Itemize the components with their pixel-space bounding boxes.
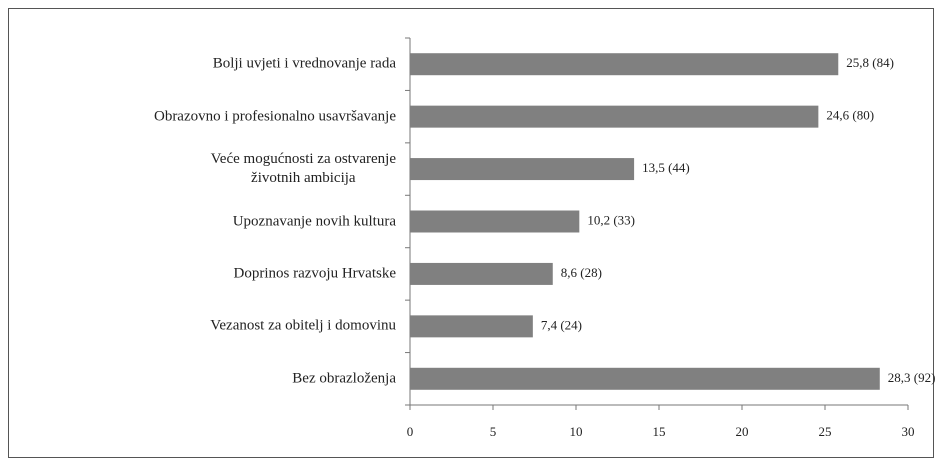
bar: [410, 53, 839, 76]
x-tick-label: 30: [902, 424, 915, 439]
value-label: 13,5 (44): [642, 160, 690, 175]
y-tick-label: Vezanost za obitelj i domovinu: [210, 317, 396, 334]
bar: [410, 367, 880, 390]
x-tick-label: 20: [736, 424, 749, 439]
x-tick-label: 15: [653, 424, 666, 439]
value-label: 24,6 (80): [826, 108, 874, 123]
bar: [410, 210, 580, 233]
x-tick-label: 5: [490, 424, 497, 439]
y-tick-label: Obrazovno i profesionalno usavršavanje: [153, 108, 396, 125]
value-label: 28,3 (92): [888, 370, 936, 385]
bar: [410, 105, 819, 128]
value-label: 8,6 (28): [561, 265, 602, 280]
value-label: 25,8 (84): [846, 55, 894, 70]
y-tick-label: Veće mogućnosti za ostvarenje životnih a…: [210, 151, 396, 187]
bar: [410, 158, 635, 181]
y-tick-label: Doprinos razvoju Hrvatske: [233, 265, 396, 282]
y-tick-label: Bolji uvjeti i vrednovanje rada: [212, 55, 396, 72]
bar: [410, 315, 533, 338]
frame: [8, 8, 934, 458]
y-tick-label: Upoznavanje novih kultura: [232, 213, 396, 229]
x-tick-label: 25: [819, 424, 832, 439]
y-tick-label: Bez obrazloženja: [292, 370, 396, 387]
value-label: 10,2 (33): [587, 212, 635, 227]
x-tick-label: 10: [570, 424, 583, 439]
x-tick-label: 0: [407, 424, 414, 439]
value-label: 7,4 (24): [541, 317, 582, 332]
bar: [410, 262, 553, 285]
